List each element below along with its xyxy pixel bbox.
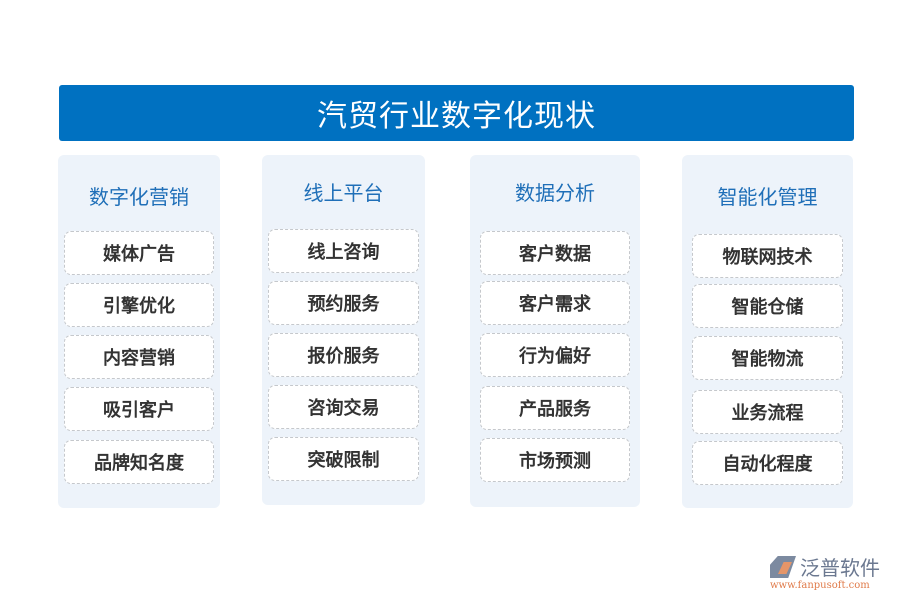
list-item: 吸引客户	[64, 387, 214, 431]
logo-url: www.fanpusoft.com	[770, 580, 870, 591]
column-heading: 数据分析	[515, 181, 595, 205]
column-heading: 数字化营销	[89, 185, 189, 209]
brand-logo: 泛普软件 www.fanpusoft.com	[770, 552, 895, 592]
list-item: 物联网技术	[692, 234, 843, 278]
page-title: 汽贸行业数字化现状	[317, 99, 596, 134]
list-item: 媒体广告	[64, 231, 214, 275]
list-item: 业务流程	[692, 390, 843, 434]
title-banner: 汽贸行业数字化现状	[59, 85, 854, 141]
list-item: 品牌知名度	[64, 440, 214, 484]
list-item: 客户数据	[480, 231, 630, 275]
list-item: 自动化程度	[692, 441, 843, 485]
column-online-platform: 线上平台 线上咨询 预约服务 报价服务 咨询交易 突破限制	[262, 155, 425, 505]
list-item: 引擎优化	[64, 283, 214, 327]
column-heading: 智能化管理	[717, 185, 818, 209]
list-item: 智能仓储	[692, 284, 843, 328]
column-data-analysis: 数据分析 客户数据 客户需求 行为偏好 产品服务 市场预测	[470, 155, 640, 507]
list-item: 行为偏好	[480, 333, 630, 377]
list-item: 报价服务	[268, 333, 419, 377]
list-item: 市场预测	[480, 438, 630, 482]
list-item: 智能物流	[692, 336, 843, 380]
list-item: 咨询交易	[268, 385, 419, 429]
logo-name: 泛普软件	[800, 556, 880, 580]
list-item: 线上咨询	[268, 229, 419, 273]
list-item: 客户需求	[480, 281, 630, 325]
list-item: 内容营销	[64, 335, 214, 379]
list-item: 产品服务	[480, 386, 630, 430]
column-smart-management: 智能化管理 物联网技术 智能仓储 智能物流 业务流程 自动化程度	[682, 155, 853, 508]
column-heading: 线上平台	[303, 181, 384, 205]
list-item: 预约服务	[268, 281, 419, 325]
list-item: 突破限制	[268, 437, 419, 481]
column-digital-marketing: 数字化营销 媒体广告 引擎优化 内容营销 吸引客户 品牌知名度	[58, 155, 220, 508]
